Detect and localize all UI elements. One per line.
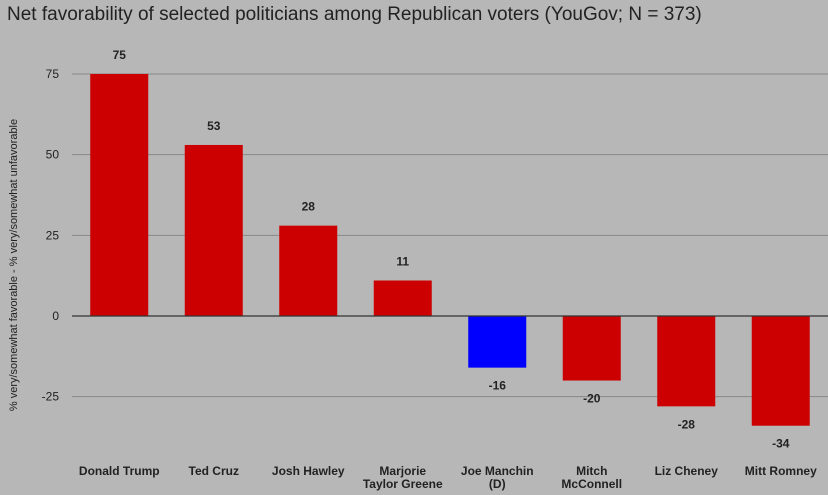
x-tick-label: Mitt Romney [745,464,817,478]
data-label: -20 [583,392,601,406]
chart-title: Net favorability of selected politicians… [7,4,702,25]
x-tick-label: Mitch [576,464,607,478]
data-label: -28 [678,417,696,431]
y-tick-label: 50 [46,148,60,162]
bar [468,316,527,368]
bar [373,280,432,316]
data-label: -16 [489,379,507,393]
x-tick-label: (D) [489,477,506,491]
y-tick-label: 25 [46,228,60,242]
x-tick-label: Marjorie [379,464,426,478]
bar [657,316,716,407]
data-label: 53 [207,119,221,133]
bar [562,316,621,381]
x-tick-label: Joe Manchin [461,464,534,478]
y-tick-label: 75 [46,67,60,81]
x-tick-label: Donald Trump [79,464,160,478]
data-label: -34 [772,437,790,451]
x-tick-label: Taylor Greene [363,477,443,491]
y-tick-label: 0 [52,309,59,323]
bar [184,144,243,316]
bar [279,225,338,316]
data-label: 75 [113,48,127,62]
x-tick-label: Ted Cruz [189,464,239,478]
bar [751,316,810,426]
x-tick-label: McConnell [561,477,622,491]
y-tick-label: -25 [42,390,60,404]
data-label: 28 [302,200,316,214]
x-tick-label: Liz Cheney [655,464,719,478]
bar [90,73,149,316]
x-tick-label: Josh Hawley [272,464,345,478]
data-label: 11 [396,255,409,269]
